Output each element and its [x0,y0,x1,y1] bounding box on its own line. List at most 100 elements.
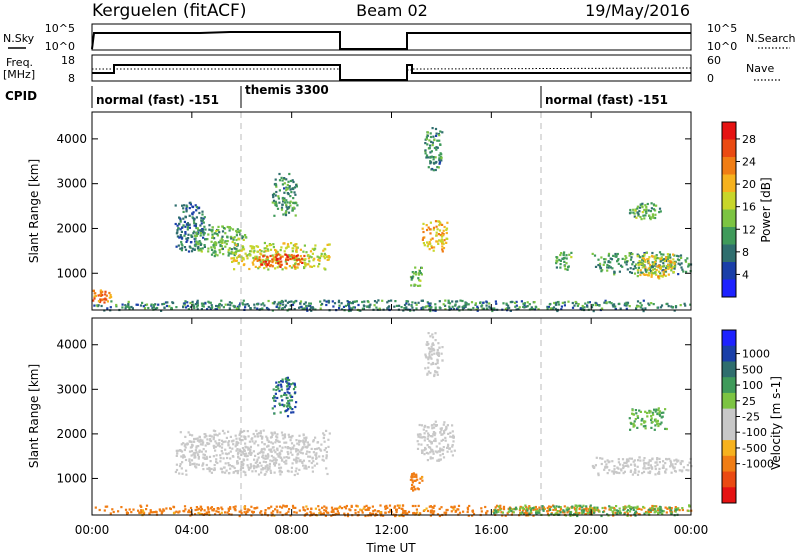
echo-cell [228,229,231,232]
echo-cell [186,304,189,307]
echo-cell [198,229,202,232]
echo-cell [555,303,558,306]
echo-cell [246,257,249,260]
echo-cell [570,506,574,509]
echo-cell [278,260,281,263]
echo-cell [606,513,609,516]
echo-cell [599,267,603,270]
echo-cell [202,448,205,451]
echo-cell [581,307,584,310]
colorbar-tick-label: 100 [742,379,763,392]
echo-cell [652,262,655,266]
echo-cell [482,301,485,304]
echo-cell [267,262,270,265]
echo-cell [263,247,266,250]
echo-cell [673,466,676,469]
echo-cell [306,445,309,448]
echo-cell [279,403,282,407]
echo-cell [597,264,600,267]
echo-cell [416,447,420,450]
echo-cell [434,370,437,373]
echo-cell [442,233,445,236]
echo-cell [302,459,305,462]
echo-cell [278,455,281,458]
echo-cell [355,300,358,303]
echo-cell [279,383,283,386]
echo-cell [281,399,284,402]
echo-cell [559,266,562,269]
echo-cell [296,254,299,257]
echo-cell [641,266,644,269]
echo-cell [245,455,248,458]
echo-cell [573,506,576,509]
echo-cell [265,247,268,250]
echo-cell [180,237,184,240]
echo-cell [253,435,256,438]
echo-cell [281,300,284,303]
echo-cell [424,353,427,356]
echo-cell [645,511,648,514]
echo-cell [493,509,497,512]
echo-cell [247,304,250,307]
echo-cell [231,439,234,443]
echo-cell [404,308,407,311]
echo-cell [574,511,577,514]
echo-cell [157,303,160,306]
echo-cell [420,436,423,439]
echo-cell [636,269,639,272]
echo-cell [227,452,230,455]
echo-cell [417,284,420,287]
echo-cell [298,468,301,471]
colorbar-segment [722,455,736,473]
echo-cell [386,301,389,304]
echo-cell [258,256,261,259]
echo-cell [275,388,278,392]
echo-cell [613,271,616,274]
echo-cell [555,505,558,508]
echo-cell [284,304,288,307]
echo-cell [292,447,295,450]
echo-cell [283,306,286,309]
echo-cell [291,453,294,456]
echo-cell [225,436,228,439]
echo-cell [615,254,618,257]
echo-cell [519,507,522,510]
echo-cell [211,229,214,232]
echo-cell [617,258,620,261]
echo-cell [649,270,653,273]
echo-cell [422,307,425,310]
echo-cell [660,259,663,262]
echo-cell [155,511,158,514]
echo-cell [259,432,262,435]
echo-cell [613,465,616,468]
echo-cell [563,251,566,254]
echo-cell [306,507,309,511]
echo-cell [126,513,129,516]
echo-cell [648,466,651,469]
echo-cell [280,380,283,383]
echo-cell [625,301,628,304]
echo-cell [631,253,634,256]
echo-cell [237,307,240,310]
echo-cell [438,221,442,224]
y-tick-label: 4000 [56,132,87,146]
echo-cell [398,304,401,307]
echo-cell [424,152,427,155]
echo-cell [649,218,652,221]
echo-cell [655,420,658,423]
echo-cell [579,307,582,310]
echo-cell [202,233,205,236]
echo-cell [451,424,454,427]
echo-cell [258,258,261,262]
echo-cell [402,514,405,518]
echo-cell [313,264,316,268]
echo-cell [190,250,194,253]
echo-cell [124,307,127,310]
echo-cell [586,512,589,515]
echo-cell [199,243,202,246]
echo-cell [441,223,444,226]
echo-cell [629,271,632,274]
echo-cell [432,226,436,229]
echo-cell [285,199,288,202]
echo-cell [644,424,647,428]
